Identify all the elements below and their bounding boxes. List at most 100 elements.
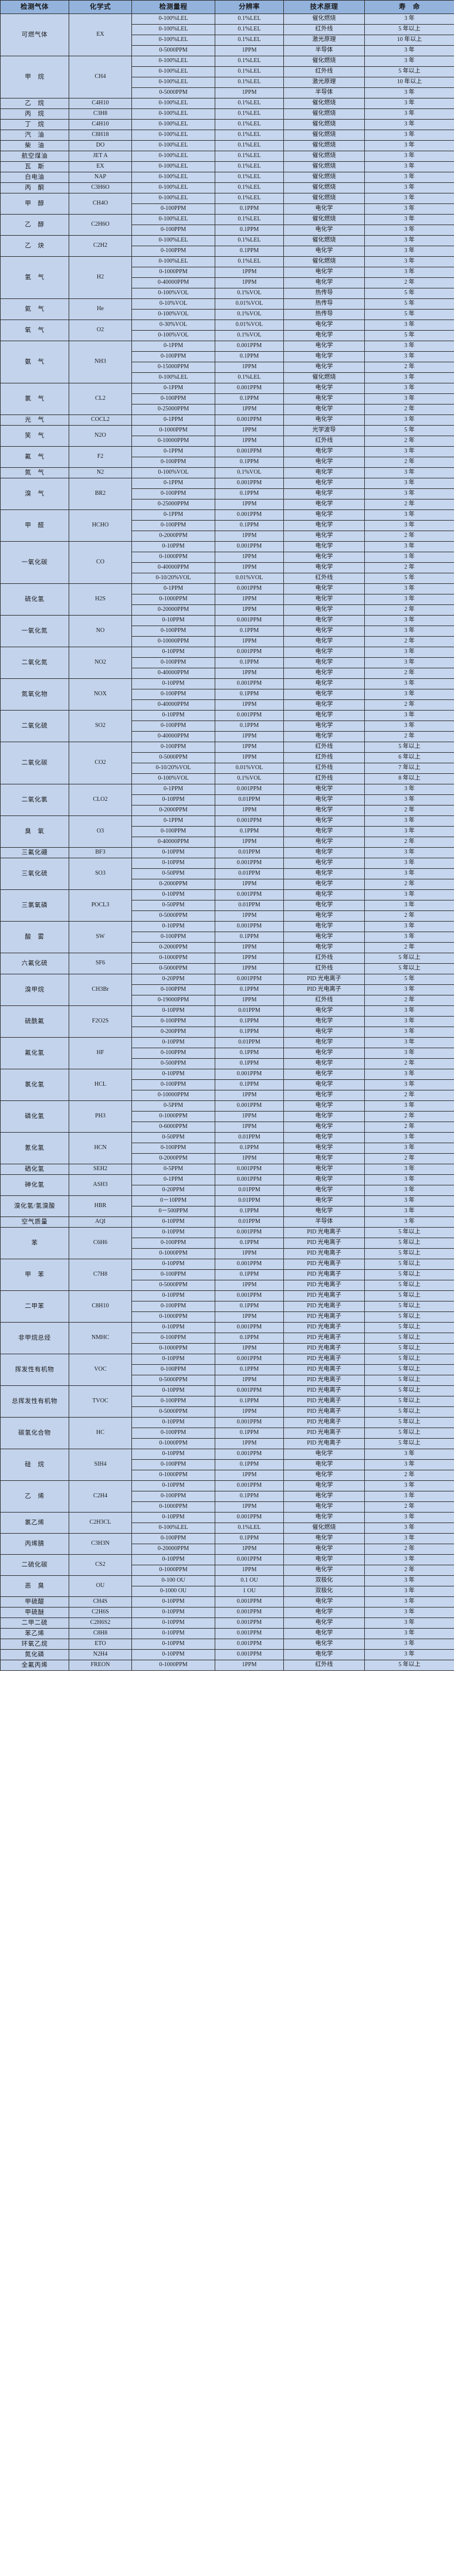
technology-cell: 电化学 [283, 1554, 365, 1565]
technology-cell: 电化学 [283, 626, 365, 637]
resolution-cell: 0.001PPM [215, 1290, 284, 1301]
resolution-cell: 0.01PPM [215, 1195, 284, 1207]
technology-cell: 催化燃烧 [283, 130, 365, 141]
detection-range-cell: 0-100%LEL [131, 13, 215, 25]
gas-name-cell: 砷化氢 [0, 1174, 69, 1196]
resolution-cell: 1PPM [215, 1470, 284, 1481]
lifespan-cell: 5 年 [364, 573, 454, 584]
technology-cell: 电化学 [283, 678, 365, 689]
lifespan-cell: 3 年 [364, 900, 454, 911]
technology-cell: 电化学 [283, 1174, 365, 1185]
lifespan-cell: 3 年 [364, 235, 454, 246]
detection-range-cell: 0-50PPM [131, 1132, 215, 1143]
lifespan-cell: 5 年以上 [364, 1227, 454, 1238]
resolution-cell: 0.001PPM [215, 1354, 284, 1365]
technology-cell: 半导体 [283, 1216, 365, 1228]
table-row: 空气质量 AQI 0-10PPM 0.01PPM 半导体 3 年 [0, 1216, 454, 1228]
table-row: 0-100PPM 0.1PPM 电化学 3 年 [1, 657, 454, 668]
resolution-cell: 0.1%LEL [215, 161, 284, 172]
table-row: 甲硫醚 C2H6S 0-10PPM 0.001PPM 电化学 3 年 [0, 1607, 454, 1618]
resolution-cell: 0.001PPM [215, 1417, 284, 1428]
resolution-cell: 1PPM [215, 731, 284, 742]
chemical-formula-cell: C3H8 [69, 108, 132, 120]
table-row: 0-10PPM 0.01PPM 电化学 3 年 [1, 794, 454, 806]
lifespan-cell: 3 年 [364, 868, 454, 879]
detection-range-cell: 0-10000PPM [131, 1090, 215, 1101]
lifespan-cell: 5 年以上 [364, 1417, 454, 1428]
chemical-formula-cell: C2H4 [69, 1480, 132, 1513]
gas-name-cell: 氮 气 [0, 467, 69, 478]
lifespan-cell: 3 年 [364, 1100, 454, 1112]
resolution-cell: 0.001PPM [215, 815, 284, 827]
resolution-cell: 0.1PPM [215, 1048, 284, 1059]
lifespan-cell: 5 年以上 [364, 1385, 454, 1396]
lifespan-cell: 3 年 [364, 626, 454, 637]
table-row: 0-25000PPM 1PPM 电化学 2 年 [1, 499, 454, 510]
technology-cell: 电化学 [283, 1069, 365, 1080]
technology-cell: 热传导 [283, 309, 365, 320]
lifespan-cell: 3 年 [364, 414, 454, 426]
lifespan-cell: 3 年 [364, 108, 454, 120]
detection-range-cell: 0-10PPM [131, 541, 215, 552]
table-row: 0-40000PPM 1PPM 电化学 2 年 [1, 277, 454, 288]
technology-cell: PID 光电离子 [283, 1333, 365, 1344]
lifespan-cell: 3 年 [364, 1512, 454, 1523]
technology-cell: PID 光电离子 [283, 1438, 365, 1449]
resolution-cell: 0.1PPM [215, 393, 284, 405]
table-row: 乙 烯 C2H4 0-10PPM 0.001PPM 电化学 3 年 [0, 1480, 454, 1513]
lifespan-cell: 2 年 [364, 879, 454, 890]
resolution-cell: 0.001PPM [215, 1449, 284, 1460]
lifespan-cell: 2 年 [364, 910, 454, 922]
detection-range-cell: 0－10PPM [131, 1195, 215, 1207]
chemical-formula-cell: CL2 [69, 383, 132, 415]
resolution-cell: 0.001PPM [215, 341, 284, 352]
lifespan-cell: 6 年以上 [364, 752, 454, 763]
resolution-cell: 0.1%LEL [215, 56, 284, 67]
detection-range-cell: 0-100%VOL [131, 288, 215, 299]
table-row: 氮氧化物 NOX 0-10PPM 0.001PPM 电化学 3 年 [0, 678, 454, 711]
table-row: 0-100PPM 0.1PPM PID 光电离子 5 年以上 [1, 1428, 454, 1439]
column-header-resolution: 分辨率 [215, 0, 284, 14]
detection-range-cell: 0-10PPM [131, 1227, 215, 1238]
resolution-cell: 1PPM [215, 1375, 284, 1386]
lifespan-cell: 3 年 [364, 246, 454, 257]
table-row: 氯乙烯 C2H3CL 0-10PPM 0.001PPM 电化学 3 年 [0, 1512, 454, 1534]
table-row: 0-1000PPM 1PPM PID 光电离子 5 年以上 [1, 1343, 454, 1354]
detection-range-cell: 0-10PPM [131, 678, 215, 689]
resolution-cell: 1PPM [215, 910, 284, 922]
table-row: 0-2000PPM 1PPM 电化学 2 年 [1, 942, 454, 953]
detection-range-cell: 0－500PPM [131, 1206, 215, 1217]
resolution-cell: 1PPM [215, 1311, 284, 1323]
technology-cell: 电化学 [283, 509, 365, 521]
resolution-cell: 0.01PPM [215, 847, 284, 858]
gas-name-cell: 氯 气 [0, 383, 69, 415]
detection-range-cell: 0-1000PPM [131, 425, 215, 436]
chemical-formula-cell: CH4 [69, 56, 132, 98]
gas-name-cell: 丙 烷 [0, 108, 69, 120]
chemical-formula-cell: CLO2 [69, 784, 132, 816]
chemical-formula-cell: HCHO [69, 509, 132, 542]
gas-name-cell: 二氧化氯 [0, 784, 69, 816]
resolution-cell: 0.1PPM [215, 246, 284, 257]
detection-range-cell: 0-100%LEL [131, 140, 215, 151]
lifespan-cell: 5 年以上 [364, 1375, 454, 1386]
table-row: 三氧化硫 SO3 0-10PPM 0.001PPM 电化学 3 年 [0, 858, 454, 890]
resolution-cell: 0.1%LEL [215, 140, 284, 151]
gas-name-cell: 酸 雾 [0, 921, 69, 953]
technology-cell: 电化学 [283, 604, 365, 616]
detection-range-cell: 0-50PPM [131, 868, 215, 879]
chemical-formula-cell: FREON [69, 1660, 132, 1671]
resolution-cell: 0.001PPM [215, 921, 284, 932]
chemical-formula-cell: VOC [69, 1354, 132, 1386]
lifespan-cell: 5 年以上 [364, 1301, 454, 1312]
lifespan-cell: 2 年 [364, 1470, 454, 1481]
resolution-cell: 0.001PPM [215, 1322, 284, 1333]
lifespan-cell: 3 年 [364, 1143, 454, 1154]
detection-range-cell: 0-1000PPM [131, 1660, 215, 1671]
lifespan-cell: 2 年 [364, 636, 454, 647]
lifespan-cell: 3 年 [364, 1596, 454, 1608]
table-row: 苯 C6H6 0-10PPM 0.001PPM PID 光电离子 5 年以上 [0, 1227, 454, 1259]
table-row: 0-100%LEL 0.1%LEL 催化燃烧 3 年 [1, 1523, 454, 1534]
lifespan-cell: 2 年 [364, 404, 454, 415]
resolution-cell: 0.1%LEL [215, 214, 284, 225]
